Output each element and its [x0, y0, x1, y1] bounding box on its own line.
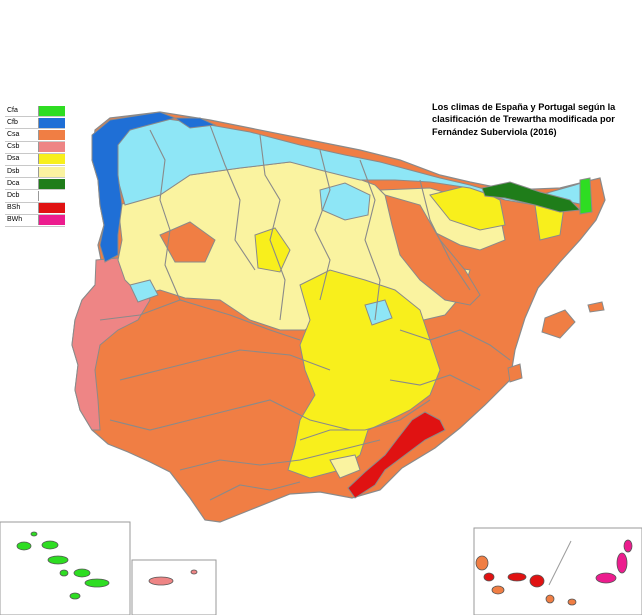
legend-swatch — [37, 178, 65, 189]
inset-canarias-frame — [473, 527, 642, 615]
legend-row-dca: Dca — [5, 178, 65, 191]
legend-row-csb: Csb — [5, 142, 65, 154]
legend-label: Dcb — [7, 191, 20, 199]
legend-swatch — [37, 142, 65, 153]
legend-row-dcb: Dcb — [5, 190, 65, 203]
region-csb-west — [71, 257, 151, 431]
inset-madeira-frame — [131, 559, 217, 615]
region-dca — [481, 181, 582, 213]
legend-row-bwh: BWh — [5, 215, 65, 227]
azores-islands — [16, 531, 110, 600]
legend-label: Cfa — [7, 106, 18, 114]
legend-label: Dsb — [7, 167, 20, 175]
legend-row-dsa: Dsa — [5, 154, 65, 166]
legend-swatch — [37, 154, 65, 165]
legend-label: Csb — [7, 143, 20, 151]
legend-row-csa: Csa — [5, 129, 65, 142]
legend-row-bsh: BSh — [5, 203, 65, 215]
legend-label: BSh — [7, 204, 21, 212]
island-menorca — [587, 301, 605, 313]
region-bsh — [347, 411, 446, 499]
region-dsa — [287, 269, 441, 479]
legend-swatch — [37, 166, 65, 177]
legend-label: BWh — [7, 216, 23, 224]
island-mallorca — [541, 309, 576, 339]
legend-label: Dca — [7, 179, 20, 187]
legend-row-dsb: Dsb — [5, 166, 65, 179]
legend: Cfa Cfb Csa Csb Dsa Dsb Dca Dcb BSh BWh — [5, 105, 65, 227]
inset-azores-frame — [0, 521, 131, 615]
legend-label: Cfb — [7, 118, 18, 126]
island-ibiza — [507, 363, 523, 383]
legend-swatch — [37, 215, 65, 226]
map-title: Los climas de España y Portugal según la… — [432, 102, 616, 137]
legend-swatch — [37, 105, 65, 116]
legend-swatch — [37, 190, 65, 201]
legend-row-cfb: Cfb — [5, 117, 65, 130]
legend-label: Dsa — [7, 155, 20, 163]
madeira-islands — [148, 569, 198, 586]
region-cfb — [91, 111, 177, 263]
legend-label: Csa — [7, 130, 20, 138]
canarias-islands — [475, 539, 633, 606]
legend-swatch — [37, 117, 65, 128]
legend-row-cfa: Cfa — [5, 105, 65, 118]
region-cfa — [579, 177, 593, 215]
legend-swatch — [37, 129, 65, 140]
legend-swatch — [37, 203, 65, 214]
